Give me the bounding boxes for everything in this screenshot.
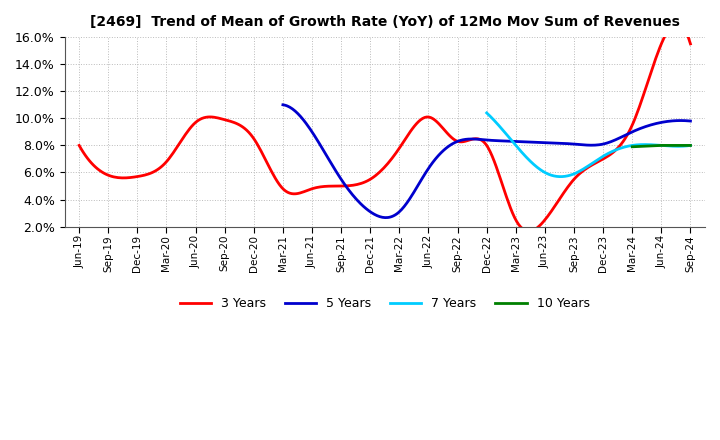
Title: [2469]  Trend of Mean of Growth Rate (YoY) of 12Mo Mov Sum of Revenues: [2469] Trend of Mean of Growth Rate (YoY… [90,15,680,29]
Legend: 3 Years, 5 Years, 7 Years, 10 Years: 3 Years, 5 Years, 7 Years, 10 Years [175,292,595,315]
